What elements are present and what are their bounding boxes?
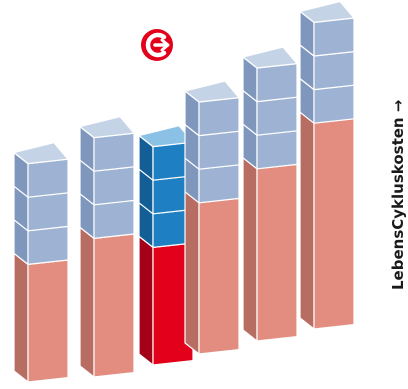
bar-5-cube-3-front: [256, 62, 298, 103]
bar-1-cube-1-front: [27, 225, 69, 265]
bar-4-cube-1-front: [198, 164, 240, 204]
y-axis-label: LebensCykluskosten →: [389, 100, 407, 290]
bar-2-cube-1-front: [93, 199, 135, 239]
bar-5-top: [242, 46, 298, 69]
bar-5-lower-front: [256, 163, 298, 342]
bar-5-lower-side: [242, 157, 258, 342]
bar-5-cube-1-front: [256, 130, 298, 170]
bar-2-lower-side: [79, 226, 95, 378]
bar-2-cube-3-front: [93, 132, 135, 172]
bar-6-cube-1-front: [313, 84, 355, 124]
bar-1-cube-3-front: [27, 158, 69, 198]
bar-4-cube-2-front: [198, 130, 240, 170]
bar-1-lower-front: [27, 259, 69, 383]
bar-6-cube-2-front: [313, 50, 355, 91]
bar-1-lower-side: [13, 252, 29, 383]
bar-4-lower-side: [184, 191, 200, 355]
bar-6-top: [299, 0, 355, 23]
bar-4-cube-3-front: [198, 96, 240, 137]
bar-6-lower-side: [299, 111, 315, 330]
bar-5-cube-2-front: [256, 96, 298, 136]
bar-4-top: [184, 80, 240, 103]
bar-2-top: [79, 116, 135, 139]
bar-2-cube-2-front: [93, 166, 135, 206]
bar-3-lower-side: [138, 235, 154, 366]
bar-6-cube-3-front: [313, 17, 355, 57]
bar-4-lower-front: [198, 197, 240, 355]
bar-1-cube-2-front: [27, 192, 69, 232]
bar-2-lower-front: [93, 233, 135, 378]
bars-group: [13, 0, 355, 383]
c-arrow-logo-icon: [141, 29, 173, 61]
bar-6-lower-front: [313, 118, 355, 330]
bar-1-top: [13, 142, 69, 165]
